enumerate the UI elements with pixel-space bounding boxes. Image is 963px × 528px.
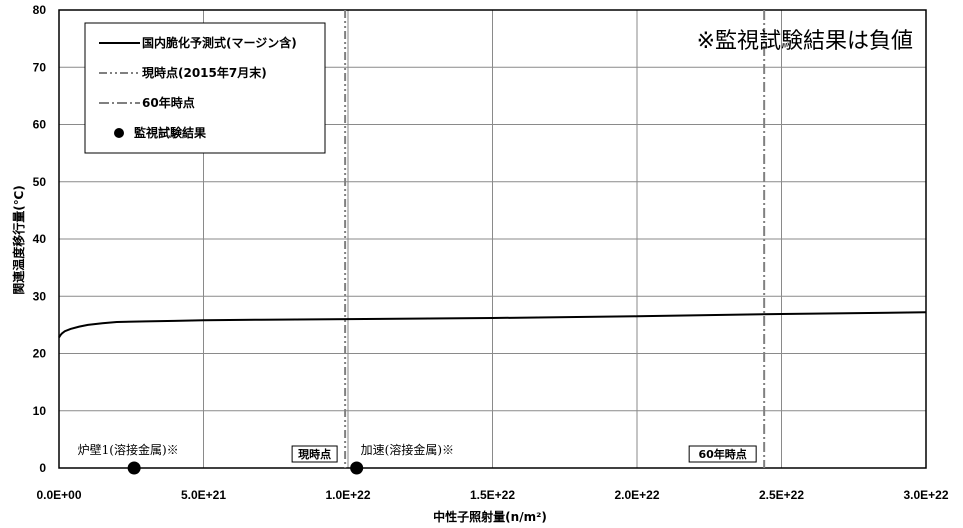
y-tick-label: 30 bbox=[33, 289, 47, 303]
y-axis-title: 関連温度移行量(℃) bbox=[11, 185, 26, 295]
x-tick-label: 1.5E+22 bbox=[470, 488, 515, 502]
legend-label: 現時点(2015年7月末) bbox=[142, 65, 267, 80]
series-group: 炉壁1(溶接金属)※ 加速(溶接金属)※ bbox=[58, 311, 927, 475]
x-tick-labels: 0.0E+00 5.0E+21 1.0E+22 1.5E+22 2.0E+22 2.5E+… bbox=[36, 488, 948, 502]
reference-line-label-box bbox=[688, 445, 757, 463]
x-tick-label: 0.0E+00 bbox=[36, 488, 81, 502]
x-tick-label: 5.0E+21 bbox=[181, 488, 226, 502]
legend-label: 国内脆化予測式(マージン含) bbox=[142, 35, 297, 50]
legend-label: 60年時点 bbox=[142, 95, 195, 110]
y-tick-label: 0 bbox=[39, 461, 46, 475]
reference-line-label-box bbox=[291, 445, 338, 463]
scatter-point-label: 炉壁1(溶接金属)※ bbox=[78, 442, 179, 457]
y-tick-label: 80 bbox=[33, 3, 47, 17]
legend-box bbox=[84, 22, 326, 154]
y-tick-label: 70 bbox=[33, 60, 47, 74]
y-tick-label: 10 bbox=[33, 404, 47, 418]
reference-line-label: 現時点 bbox=[298, 447, 331, 461]
y-tick-label: 50 bbox=[33, 175, 47, 189]
x-tick-label: 2.5E+22 bbox=[759, 488, 804, 502]
plot-area-frame bbox=[58, 9, 927, 469]
legend-marker bbox=[114, 128, 124, 138]
y-tick-label: 60 bbox=[33, 118, 47, 132]
legend-label: 監視試験結果 bbox=[134, 125, 206, 140]
scatter-point bbox=[350, 461, 364, 475]
reference-lines: 現時点 60年時点 bbox=[291, 10, 766, 468]
y-tick-label: 40 bbox=[33, 232, 47, 246]
y-tick-labels: 0 10 20 30 40 50 60 70 80 bbox=[33, 3, 47, 475]
y-tick-label: 20 bbox=[33, 347, 47, 361]
series-line-prediction bbox=[58, 311, 927, 339]
scatter-point-label: 加速(溶接金属)※ bbox=[361, 442, 454, 457]
x-axis-title: 中性子照射量(n/m²) bbox=[433, 509, 547, 524]
x-tick-label: 3.0E+22 bbox=[903, 488, 948, 502]
x-tick-label: 2.0E+22 bbox=[614, 488, 659, 502]
scatter-point bbox=[127, 461, 141, 475]
x-tick-label: 1.0E+22 bbox=[325, 488, 370, 502]
note-annotation: ※監視試験結果は負値 bbox=[697, 29, 913, 54]
grid bbox=[58, 9, 927, 469]
reference-line-label: 60年時点 bbox=[699, 447, 747, 461]
